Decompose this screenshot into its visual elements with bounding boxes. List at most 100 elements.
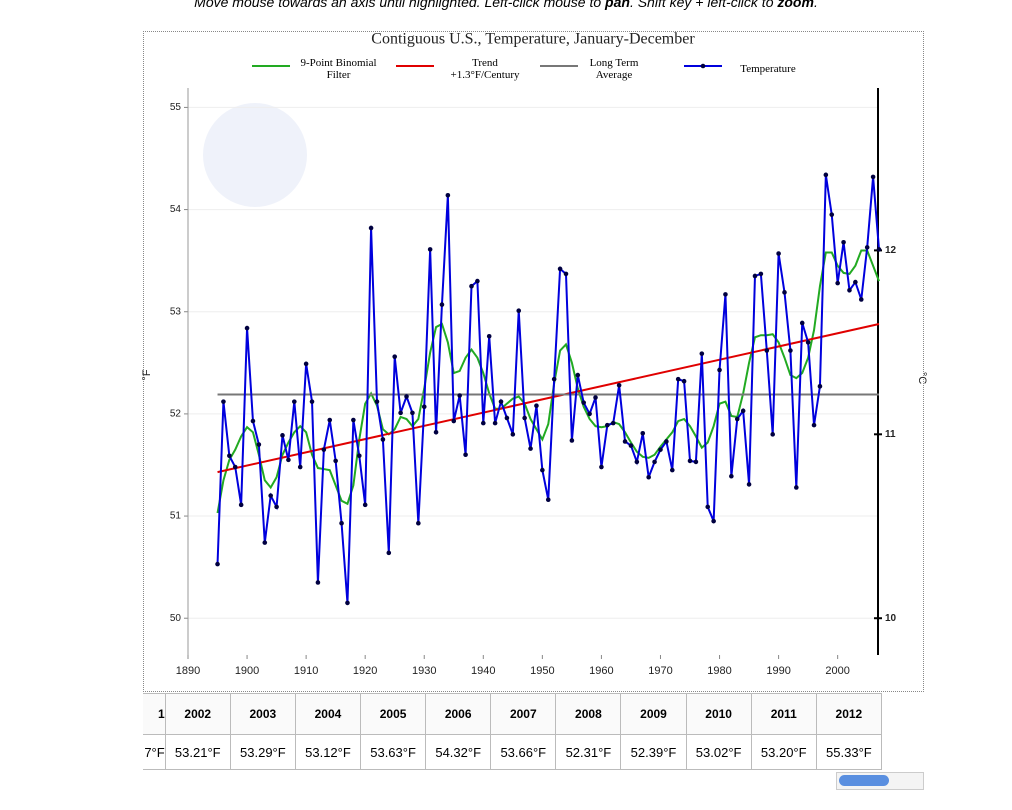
table-header: 2006 [425,693,492,735]
data-point [356,453,362,459]
instruction-text: Move mouse towards an axis until highlig… [194,0,606,10]
data-point [664,439,669,444]
y-tick-label: 50 [170,613,182,624]
legend-marker [700,63,706,69]
data-point [569,438,575,443]
table-value: 53.02°F [685,734,752,770]
data-point [339,520,344,526]
data-point [575,372,581,378]
data-point [853,279,858,285]
data-point [368,225,374,231]
data-point [410,410,415,416]
y-axis-label: °F [141,369,153,380]
y-tick-label: 53 [170,306,182,317]
data-point [327,417,333,423]
y2-tick-label: 11 [885,429,896,440]
data-point [463,452,468,458]
data-point [557,266,563,272]
data-point [469,283,474,289]
data-point [634,459,640,465]
data-point [386,550,392,556]
data-point [587,411,592,417]
x-tick-label: 1950 [530,665,554,677]
data-point [847,287,852,293]
data-point [286,457,291,463]
data-point [805,340,811,345]
instructions: Move mouse towards an axis until highlig… [0,0,1012,10]
data-point [610,420,616,426]
x-tick-label: 1900 [235,665,259,677]
data-point [711,518,716,524]
data-point [345,600,350,606]
data-point [522,415,527,421]
data-point [605,422,610,428]
data-point [829,212,835,217]
data-point [693,459,699,465]
data-point [835,280,840,286]
x-tick-label: 1970 [648,665,672,677]
data-point [799,320,805,326]
table-value: 53.21°F [164,734,231,770]
legend-label: Trend +1.3°F/Century [450,57,520,81]
data-point [244,325,250,331]
data-point [740,408,746,414]
table-value: 52.31°F [555,734,622,770]
x-tick-label: 1920 [353,665,377,677]
data-point [628,443,634,448]
data-point [616,382,622,388]
data-point [492,420,498,426]
data-point [232,464,238,470]
data-point [374,399,380,404]
data-point [238,502,244,508]
x-tick-label: 1940 [471,665,495,677]
data-point [445,192,451,198]
data-point [498,399,504,404]
data-point [439,302,445,307]
data-point [681,378,687,384]
data-point [504,415,510,421]
table-value: 53.63°F [360,734,427,770]
data-point [723,292,728,297]
data-point [457,393,462,398]
data-point [652,459,657,465]
data-point [380,437,386,442]
data-point [303,361,309,367]
data-point [309,399,315,404]
data-point [870,174,876,180]
instruction-text: zoom [777,0,814,10]
data-point [841,239,846,245]
data-point [534,403,539,409]
data-point [788,348,793,353]
scrollbar[interactable] [836,772,924,790]
data-point [717,367,722,373]
data-point [427,247,433,252]
data-point [811,422,817,428]
table-header: 2009 [620,693,687,735]
data-point [858,297,864,302]
data-point [687,458,693,464]
data-point [876,247,882,252]
data-point [274,504,279,510]
data-point [404,394,409,399]
data-point [593,395,598,400]
data-point [764,348,770,353]
data-point [864,245,870,250]
data-point [510,432,516,437]
data-point [528,446,533,451]
data-point [545,497,551,503]
data-point [729,473,734,479]
table-header: 1 [143,693,166,735]
data-point [451,418,457,424]
noaa-logo [203,103,307,207]
table-header: 2005 [360,693,427,735]
table-value: 53.20°F [750,734,817,770]
data-point [215,561,220,567]
data-point [250,418,256,424]
instruction-text: . Shift key + left-click to [629,0,778,10]
table-header: 2003 [229,693,296,735]
data-point [315,580,321,585]
data-point [640,431,646,436]
y-tick-label: 52 [170,409,182,420]
